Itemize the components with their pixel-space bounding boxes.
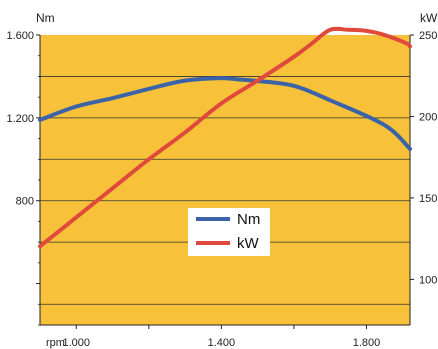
- legend-box: [188, 208, 270, 256]
- x-tick-label: 1.000: [63, 337, 91, 349]
- x-axis-unit: rpm: [46, 337, 65, 349]
- x-tick-label: 1.400: [208, 337, 236, 349]
- right-axis-unit: kW: [420, 11, 438, 25]
- legend: Nm kW: [188, 208, 270, 256]
- legend-label-nm: Nm: [237, 211, 260, 228]
- series-line-kw: [38, 26, 412, 249]
- plot-area: [40, 35, 410, 325]
- right-tick-label: 200: [419, 111, 437, 123]
- left-tick-label: 1.600: [6, 30, 34, 42]
- left-tick-label: 1.200: [6, 113, 34, 125]
- legend-label-kw: kW: [237, 235, 260, 252]
- x-tick-label: 1.800: [353, 337, 381, 349]
- series-line-nm: [38, 76, 412, 151]
- series-layer: [38, 26, 412, 249]
- left-tick-labels: 800 1.200 1.600: [6, 30, 34, 208]
- right-tick-label: 150: [419, 193, 437, 205]
- axes: [36, 34, 414, 329]
- right-tick-label: 250: [419, 30, 437, 42]
- right-tick-label: 100: [419, 274, 437, 286]
- left-axis-unit: Nm: [36, 11, 55, 25]
- x-tick-labels: 1.000 1.400 1.800: [63, 337, 381, 349]
- left-tick-label: 800: [16, 196, 34, 208]
- right-tick-labels: 100 150 200 250: [419, 30, 437, 286]
